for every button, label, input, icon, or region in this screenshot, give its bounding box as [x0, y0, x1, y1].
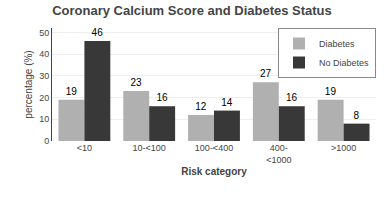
svg-text:Coronary Calcium Score and Dia: Coronary Calcium Score and Diabetes Stat… — [52, 3, 332, 18]
svg-text:Risk category: Risk category — [181, 166, 247, 177]
svg-text:50: 50 — [39, 27, 49, 37]
svg-text:46: 46 — [92, 27, 104, 38]
svg-text:100-<400: 100-<400 — [195, 143, 233, 153]
svg-text:400-<1000: 400-<1000 — [266, 143, 291, 165]
svg-text:12: 12 — [195, 101, 207, 112]
svg-text:percentage (%): percentage (%) — [23, 50, 34, 118]
svg-text:23: 23 — [130, 77, 142, 88]
svg-text:27: 27 — [260, 68, 272, 79]
svg-text:No Diabetes: No Diabetes — [319, 58, 369, 68]
svg-text:Diabetes: Diabetes — [319, 39, 355, 49]
svg-text:16: 16 — [286, 92, 298, 103]
svg-text:0: 0 — [44, 136, 49, 146]
svg-text:8: 8 — [354, 110, 360, 121]
svg-text:<10: <10 — [77, 143, 92, 153]
svg-text:30: 30 — [39, 71, 49, 81]
svg-text:14: 14 — [221, 97, 233, 108]
svg-text:19: 19 — [325, 86, 337, 97]
svg-text:19: 19 — [66, 86, 78, 97]
svg-text:16: 16 — [156, 92, 168, 103]
svg-text:40: 40 — [39, 49, 49, 59]
svg-text:10-<100: 10-<100 — [133, 143, 166, 153]
svg-text:>1000: >1000 — [331, 143, 356, 153]
svg-text:10: 10 — [39, 114, 49, 124]
svg-text:20: 20 — [39, 93, 49, 103]
